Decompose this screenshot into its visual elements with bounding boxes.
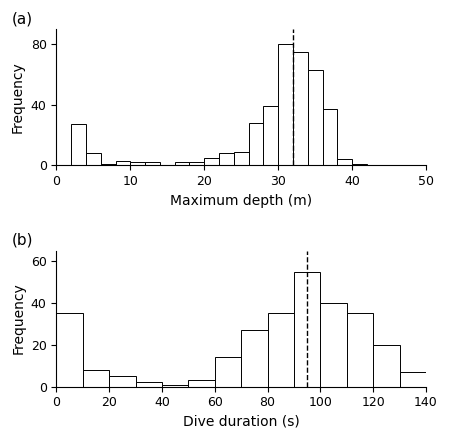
- Bar: [204, 158, 219, 165]
- Bar: [352, 164, 367, 165]
- Bar: [241, 330, 268, 387]
- Bar: [234, 152, 249, 165]
- Bar: [115, 161, 130, 165]
- Bar: [308, 70, 322, 165]
- Bar: [136, 382, 162, 387]
- Bar: [189, 380, 215, 387]
- Bar: [373, 345, 400, 387]
- Bar: [293, 52, 308, 165]
- Y-axis label: Frequency: Frequency: [11, 61, 25, 133]
- Y-axis label: Frequency: Frequency: [11, 283, 25, 355]
- Bar: [337, 159, 352, 165]
- Bar: [264, 106, 278, 165]
- Bar: [321, 303, 347, 387]
- Bar: [268, 313, 294, 387]
- Bar: [189, 162, 204, 165]
- Bar: [219, 153, 234, 165]
- Text: (a): (a): [12, 11, 33, 26]
- Bar: [347, 313, 373, 387]
- Bar: [322, 109, 337, 165]
- Bar: [57, 313, 83, 387]
- Bar: [215, 357, 241, 387]
- Bar: [145, 162, 160, 165]
- Bar: [249, 123, 264, 165]
- X-axis label: Maximum depth (m): Maximum depth (m): [170, 194, 312, 208]
- Bar: [175, 162, 189, 165]
- Bar: [130, 162, 145, 165]
- Bar: [83, 370, 109, 387]
- Bar: [294, 271, 321, 387]
- Bar: [86, 153, 101, 165]
- Text: (b): (b): [12, 233, 34, 248]
- Bar: [101, 164, 115, 165]
- Bar: [71, 125, 86, 165]
- Bar: [109, 376, 136, 387]
- Bar: [400, 372, 426, 387]
- Bar: [162, 385, 189, 387]
- Bar: [278, 44, 293, 165]
- X-axis label: Dive duration (s): Dive duration (s): [183, 415, 299, 429]
